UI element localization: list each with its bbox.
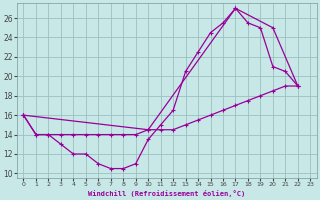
X-axis label: Windchill (Refroidissement éolien,°C): Windchill (Refroidissement éolien,°C): [88, 190, 245, 197]
